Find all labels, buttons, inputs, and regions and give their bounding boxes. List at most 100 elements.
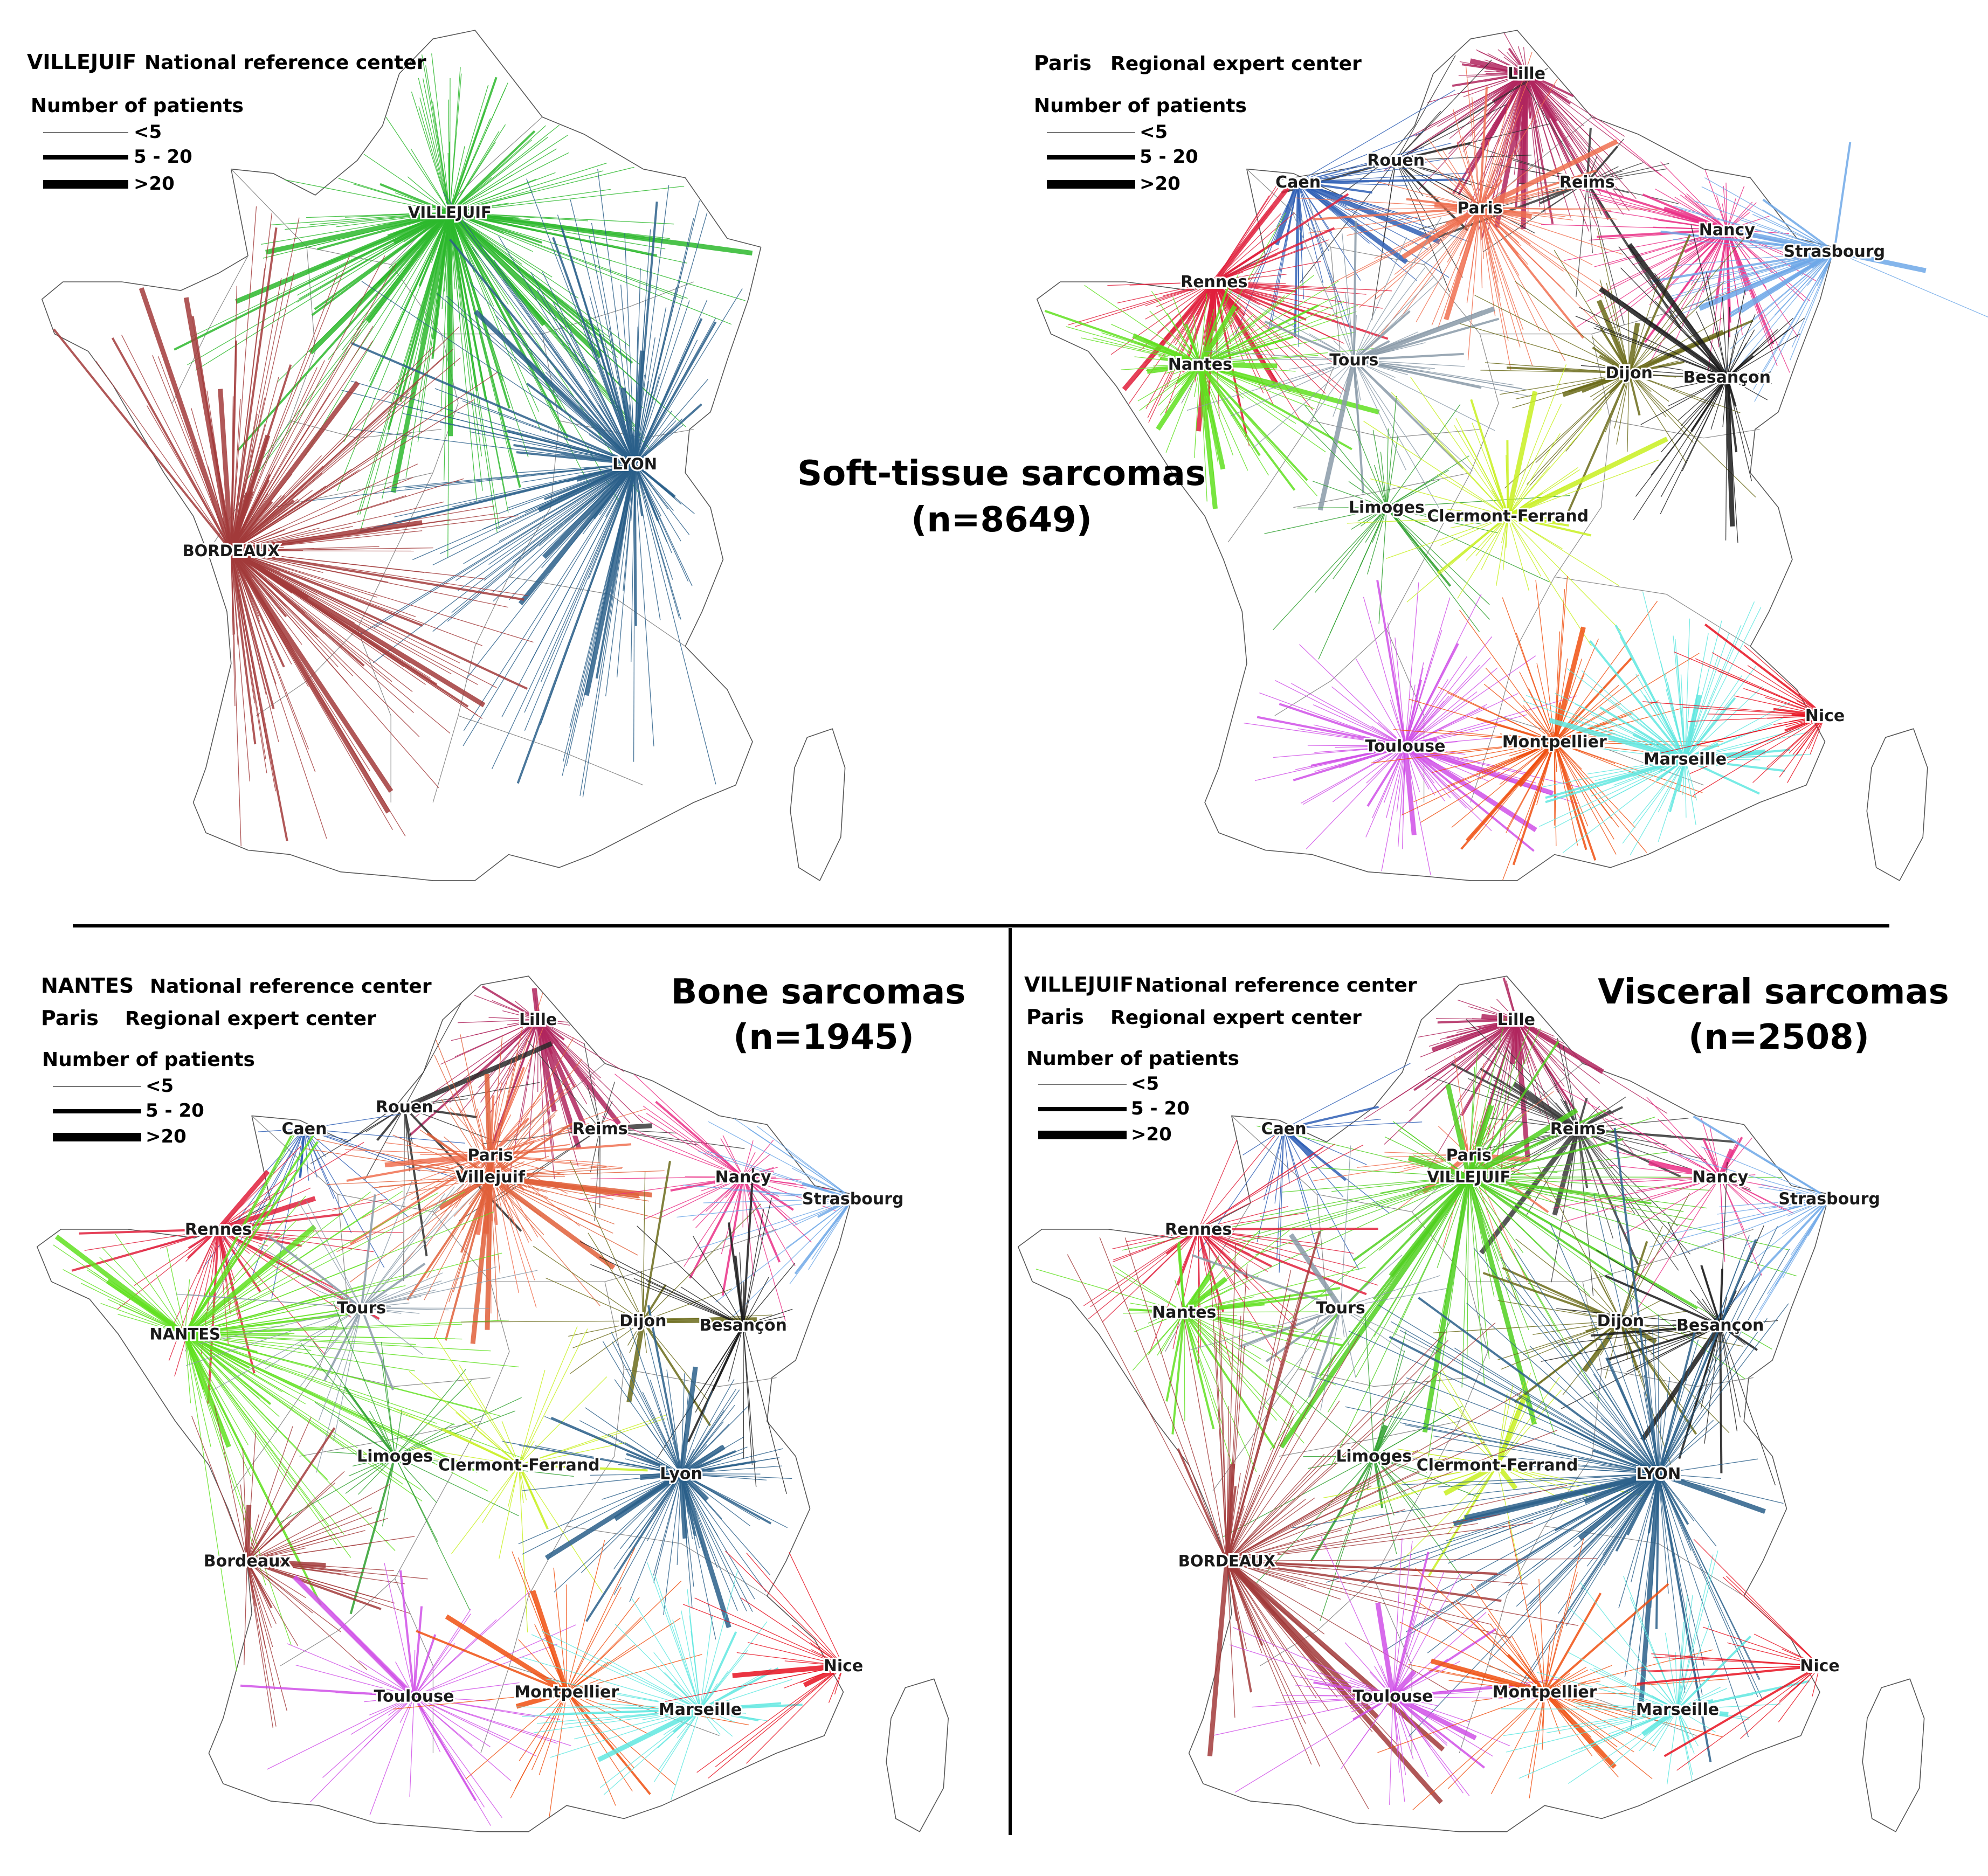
referral-ray [1213, 281, 1282, 391]
referral-ray [484, 1074, 493, 1177]
referral-ray [1578, 1127, 1737, 1143]
referral-ray [1696, 377, 1727, 380]
referral-ray [1321, 1536, 1393, 1697]
legend-level-high: >20 [1131, 1124, 1172, 1145]
referral-ray [395, 1369, 466, 1457]
referral-ray [1727, 229, 1806, 302]
referral-ray [1426, 196, 1480, 209]
referral-ray [1283, 1129, 1344, 1197]
referral-ray [519, 1441, 535, 1465]
referral-ray [1480, 191, 1507, 209]
referral-ray [634, 463, 716, 785]
referral-ray [1480, 207, 1573, 221]
referral-ray [1468, 1176, 1589, 1201]
referral-ray [828, 1665, 844, 1703]
referral-ray [1508, 459, 1659, 517]
referral-ray [303, 1129, 326, 1157]
referral-ray [1578, 1118, 1689, 1130]
referral-ray [634, 410, 673, 465]
referral-ray [1468, 1176, 1490, 1360]
title-bone: Bone sarcomas (n=1945) [671, 972, 966, 1057]
referral-ray [1479, 146, 1522, 209]
referral-ray [1224, 1464, 1235, 1561]
referral-ray [1554, 741, 1617, 855]
referral-ray [1412, 1692, 1545, 1810]
referral-ray [364, 1696, 415, 1747]
referral-ray [680, 1473, 738, 1611]
referral-ray [1366, 1456, 1375, 1490]
referral-ray [1422, 156, 1480, 209]
referral-ray [409, 1696, 415, 1797]
referral-ray [1479, 208, 1483, 288]
referral-ray [743, 1176, 779, 1197]
referral-ray [499, 1465, 520, 1559]
referral-ray [1481, 1014, 1517, 1022]
referral-ray [1658, 759, 1686, 813]
referral-ray [680, 1473, 694, 1587]
city-label-montpellier: Montpellier [1502, 732, 1607, 751]
referral-ray [387, 212, 451, 430]
referral-ray [265, 210, 451, 255]
referral-ray [658, 1709, 701, 1770]
referral-ray [231, 520, 423, 553]
referral-ray [184, 1132, 294, 1335]
referral-ray [490, 1176, 562, 1183]
referral-ray [184, 1333, 437, 1424]
referral-ray [1390, 700, 1406, 746]
referral-ray [1516, 1019, 1564, 1044]
referral-ray [363, 154, 450, 213]
referral-ray [588, 1233, 644, 1321]
referral-ray [1722, 1576, 1820, 1666]
referral-ray [641, 1160, 671, 1321]
referral-ray [1834, 251, 1988, 318]
referral-ray [686, 1325, 744, 1414]
referral-ray [1184, 1312, 1277, 1421]
referral-ray [304, 212, 450, 457]
rays-besan-on [1541, 1162, 1778, 1486]
referral-ray [1450, 516, 1508, 529]
referral-ray [449, 212, 482, 456]
referral-ray [1457, 141, 1481, 209]
referral-ray [1184, 1312, 1261, 1360]
referral-ray [1447, 509, 1508, 517]
referral-ray [1685, 601, 1755, 759]
referral-ray [1214, 281, 1309, 314]
referral-ray [450, 212, 553, 278]
legend-level-mid: 5 - 20 [1131, 1098, 1190, 1119]
city-label-montpellier: Montpellier [1493, 1683, 1597, 1702]
referral-ray [1466, 1019, 1578, 1130]
referral-ray [459, 1365, 520, 1465]
referral-ray [1273, 745, 1406, 758]
referral-ray [1677, 1680, 1810, 1711]
referral-ray [1468, 1176, 1555, 1435]
referral-ray [1467, 1473, 1659, 1496]
referral-ray [1575, 703, 1686, 760]
referral-ray [1373, 1456, 1426, 1517]
referral-ray [680, 1473, 692, 1510]
referral-ray [230, 340, 238, 551]
referral-ray [1455, 1600, 1545, 1693]
referral-ray [1457, 1019, 1517, 1102]
referral-ray [1386, 404, 1461, 508]
referral-ray [357, 1456, 396, 1495]
legend-level-low: <5 [1131, 1073, 1159, 1095]
referral-ray [399, 1570, 415, 1697]
referral-ray [361, 281, 635, 465]
referral-ray [1350, 1696, 1393, 1709]
referral-ray [1523, 1473, 1659, 1686]
referral-ray [1426, 1176, 1469, 1473]
referral-ray [361, 1307, 489, 1309]
referral-ray [1199, 336, 1225, 365]
referral-ray [1292, 1473, 1659, 1528]
referral-ray [1578, 1472, 1660, 1540]
referral-ray [1508, 515, 1555, 524]
referral-ray [643, 1321, 647, 1353]
referral-ray [1313, 704, 1406, 746]
referral-ray [1554, 741, 1616, 764]
referral-ray [647, 1473, 682, 1541]
referral-ray [413, 1696, 510, 1741]
referral-ray [1228, 290, 1355, 361]
referral-ray [508, 326, 636, 465]
referral-ray [185, 1310, 337, 1335]
referral-ray [339, 1623, 415, 1697]
